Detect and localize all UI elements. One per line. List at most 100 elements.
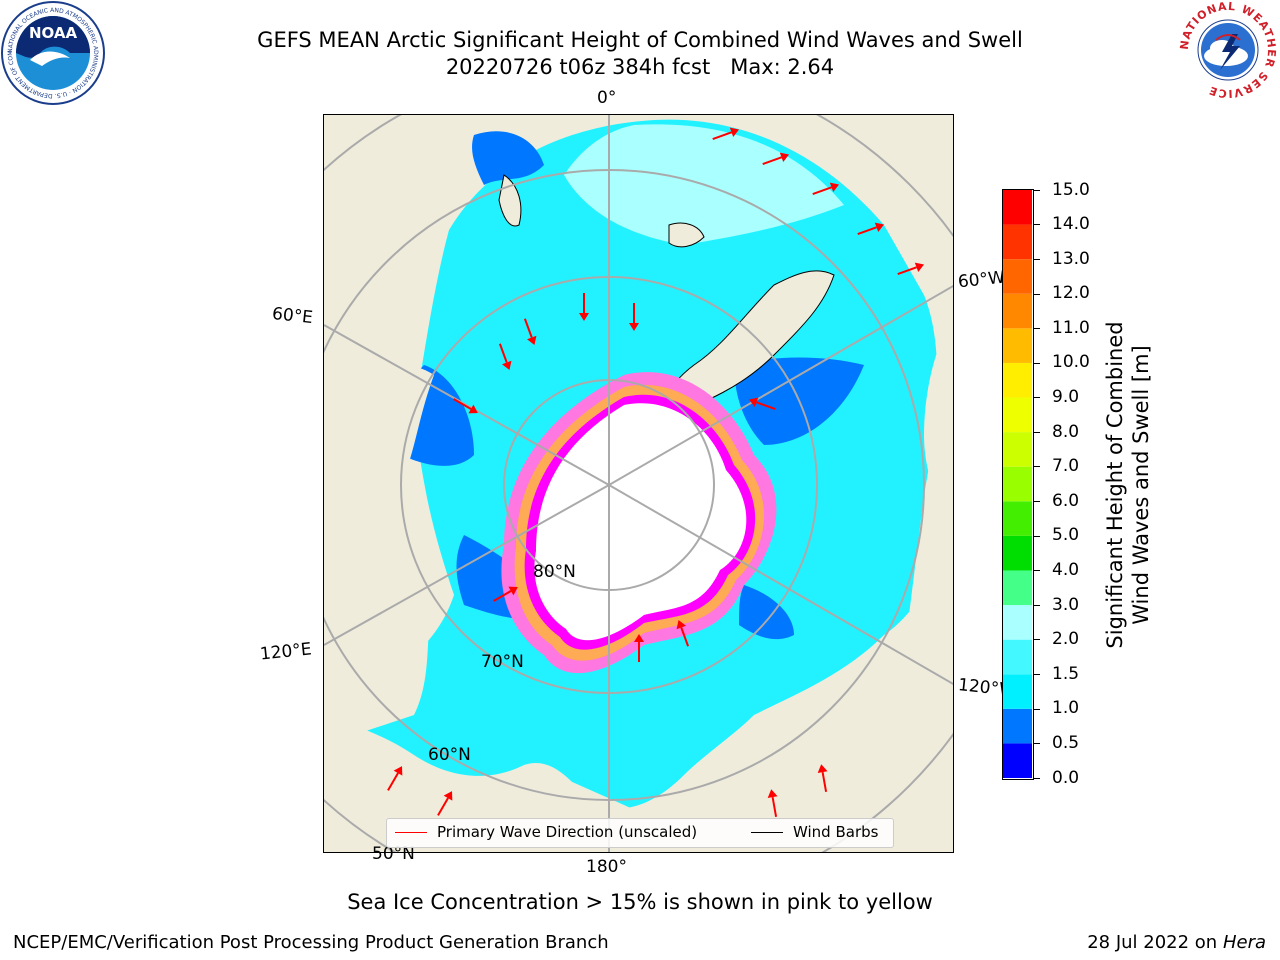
colorbar-bin: [1003, 259, 1032, 294]
colorbar-bin: [1003, 605, 1032, 640]
footer-branch: NCEP/EMC/Verification Post Processing Pr…: [13, 932, 609, 953]
colorbar-tick-label: 3.0: [1052, 594, 1080, 615]
meridian-label-60e: 60°E: [271, 303, 314, 329]
colorbar-bin: [1003, 674, 1032, 709]
colorbar-bin: [1003, 466, 1032, 502]
wave-arrow: [767, 789, 778, 817]
colorbar-tick-mark: [1034, 224, 1040, 226]
legend-wind-barbs-swatch: [751, 832, 783, 833]
colorbar-bin: [1003, 708, 1032, 744]
colorbar-bin: [1003, 743, 1032, 778]
wave-arrow: [897, 262, 925, 276]
colorbar-bin: [1003, 293, 1032, 329]
land-region: [663, 270, 835, 416]
colorbar-tick-mark: [1034, 501, 1040, 503]
noaa-logo-text: NOAA: [29, 24, 78, 42]
colorbar-tick-mark: [1034, 743, 1040, 745]
colorbar-tick-mark: [1034, 604, 1040, 606]
legend-primary-wave-label: Primary Wave Direction (unscaled): [437, 823, 698, 841]
colorbar-tick-mark: [1034, 535, 1040, 537]
colorbar-tick-mark: [1034, 362, 1040, 364]
land-region: [764, 115, 953, 244]
latitude-label-50: 50°N: [372, 844, 415, 864]
nws-logo: NATIONAL WEATHER SERVICE: [1176, 0, 1280, 104]
colorbar-bin: [1003, 328, 1032, 363]
wave-arrow: [748, 397, 776, 411]
land-region: [668, 222, 705, 248]
colorbar-tick-label: 5.0: [1052, 525, 1080, 546]
wave-arrow: [453, 398, 478, 414]
colorbar-tick-mark: [1034, 466, 1040, 468]
colorbar-tick-label: 11.0: [1052, 317, 1090, 338]
colorbar-bin: [1003, 224, 1032, 260]
colorbar-tick-mark: [1034, 570, 1040, 572]
colorbar-tick-mark: [1034, 777, 1040, 779]
map-legend: Primary Wave Direction (unscaled) Wind B…: [386, 818, 894, 848]
meridian-label-120e: 120°E: [259, 639, 313, 665]
wave-arrow: [762, 152, 790, 166]
colorbar-tick-mark: [1034, 639, 1040, 641]
colorbar-bin: [1003, 501, 1032, 536]
colorbar-tick-label: 2.0: [1052, 629, 1080, 650]
colorbar-tick-mark: [1034, 189, 1040, 191]
colorbar-tick-label: 1.0: [1052, 698, 1080, 719]
noaa-logo: NOAA NATIONAL OCEANIC AND ATMOSPHERIC AD…: [0, 0, 106, 106]
colorbar-tick-mark: [1034, 397, 1040, 399]
colorbar-tick-mark: [1034, 431, 1040, 433]
footer-date: 28 Jul 2022 on Hera: [1087, 932, 1266, 953]
wave-arrow: [498, 343, 512, 371]
colorbar-bin: [1003, 190, 1032, 225]
colorbar-bin: [1003, 570, 1032, 606]
latitude-label-60: 60°N: [428, 745, 471, 765]
wave-direction-arrows: [387, 127, 925, 817]
colorbar-bin: [1003, 535, 1032, 571]
land-region: [324, 115, 474, 415]
low-wave-region: [472, 131, 544, 185]
land-region: [924, 318, 953, 532]
wave-arrow: [857, 222, 885, 236]
sea-ice-interior: [534, 403, 747, 641]
wave-arrow: [712, 127, 740, 141]
footer-date-text: 28 Jul 2022 on: [1087, 932, 1223, 953]
land-region: [324, 364, 434, 515]
colorbar-bins: [1003, 190, 1032, 778]
colorbar-tick-label: 4.0: [1052, 559, 1080, 580]
colorbar-label-line1: Significant Height of Combined: [1103, 321, 1127, 649]
colorbar-tick-label: 0.0: [1052, 767, 1080, 788]
legend-wind-barbs-label: Wind Barbs: [793, 823, 879, 841]
meridian-label-180: 180°: [586, 857, 627, 877]
wave-arrow: [523, 318, 537, 346]
colorbar-tick-label: 15.0: [1052, 179, 1090, 200]
legend-primary-wave-swatch: [395, 832, 427, 833]
wave-arrow: [629, 303, 639, 331]
land-region: [324, 715, 594, 852]
wave-arrow: [579, 293, 589, 321]
colorbar-tick-label: 6.0: [1052, 490, 1080, 511]
colorbar-tick-mark: [1034, 293, 1040, 295]
colorbar-tick-label: 13.0: [1052, 248, 1090, 269]
sea-ice-caption: Sea Ice Concentration > 15% is shown in …: [347, 890, 933, 914]
meridian-lines: [324, 115, 953, 852]
footer-host: Hera: [1222, 932, 1266, 953]
title-line-1: GEFS MEAN Arctic Significant Height of C…: [257, 28, 1023, 52]
land-region: [594, 557, 953, 852]
latitude-label-70: 70°N: [481, 652, 524, 672]
title-line-2: 20220726 t06z 384h fcst Max: 2.64: [445, 55, 835, 79]
colorbar-tick-label: 10.0: [1052, 352, 1090, 373]
wave-arrow: [676, 619, 690, 647]
colorbar-tick-mark: [1034, 708, 1040, 710]
colorbar-tick-mark: [1034, 328, 1040, 330]
colorbar-tick-label: 0.5: [1052, 732, 1080, 753]
meridian-label-60w: 60°W: [957, 267, 1006, 293]
wave-arrow: [493, 586, 518, 602]
colorbar-tick-label: 14.0: [1052, 214, 1090, 235]
colorbar-tick-label: 1.5: [1052, 663, 1080, 684]
wave-arrow: [812, 182, 840, 196]
colorbar-bin: [1003, 397, 1032, 433]
colorbar-tick-label: 8.0: [1052, 421, 1080, 442]
legend-item-wind-barbs: Wind Barbs: [751, 823, 878, 841]
colorbar-label-line2: Wind Waves and Swell [m]: [1129, 345, 1153, 625]
colorbar-tick-label: 12.0: [1052, 283, 1090, 304]
low-wave-region: [739, 585, 794, 640]
legend-item-primary-wave: Primary Wave Direction (unscaled): [395, 823, 697, 841]
